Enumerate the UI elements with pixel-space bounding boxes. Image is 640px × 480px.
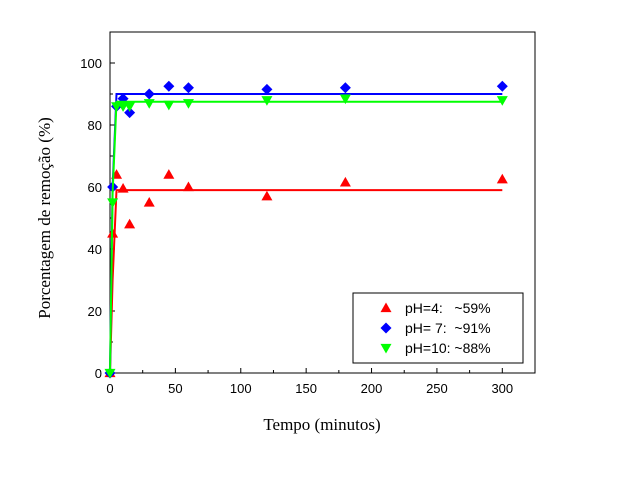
data-point xyxy=(496,96,508,106)
data-point xyxy=(117,183,129,193)
data-point xyxy=(124,102,136,112)
data-point xyxy=(496,80,508,92)
x-tick-label: 200 xyxy=(361,381,383,396)
data-point xyxy=(261,190,273,201)
legend: pH=4: ~59% pH= 7: ~91% pH=10: ~88% xyxy=(352,292,524,364)
data-point xyxy=(182,99,194,109)
data-point xyxy=(107,198,119,208)
y-tick-label: 40 xyxy=(88,242,102,257)
y-tick-label: 60 xyxy=(88,180,102,195)
data-point xyxy=(163,80,175,92)
x-tick-label: 300 xyxy=(491,381,513,396)
legend-label: pH=10: ~88% xyxy=(405,340,491,356)
series-fit-line xyxy=(109,100,503,374)
legend-label: pH= 7: ~91% xyxy=(405,320,491,336)
y-tick-label: 100 xyxy=(80,56,102,71)
series-2 xyxy=(104,94,508,379)
data-point xyxy=(339,176,351,187)
legend-marker xyxy=(380,322,392,334)
x-tick-label: 0 xyxy=(106,381,113,396)
y-axis-title: Porcentagem de remoção (%) xyxy=(35,117,54,319)
data-point xyxy=(163,100,175,111)
data-point xyxy=(124,107,136,119)
data-point xyxy=(261,96,273,106)
y-tick-label: 80 xyxy=(88,118,102,133)
legend-marker xyxy=(380,343,392,354)
data-point xyxy=(339,82,351,94)
x-axis-title: Tempo (minutos) xyxy=(263,415,380,434)
data-point xyxy=(104,368,116,379)
data-point xyxy=(124,218,136,229)
x-tick-label: 150 xyxy=(295,381,317,396)
series-0 xyxy=(104,169,508,378)
x-tick-label: 250 xyxy=(426,381,448,396)
legend-marker xyxy=(380,302,392,313)
data-point xyxy=(261,83,273,95)
data-point xyxy=(496,173,508,184)
x-axis: 0 50 100 150 200 250 300 xyxy=(106,368,513,396)
y-axis: 0 20 40 60 80 100 xyxy=(80,56,115,381)
data-point xyxy=(143,197,155,207)
y-tick-label: 0 xyxy=(95,366,102,381)
data-point xyxy=(163,169,175,179)
x-tick-label: 50 xyxy=(168,381,182,396)
legend-label: pH=4: ~59% xyxy=(405,300,491,316)
data-point xyxy=(339,94,351,105)
series-layer xyxy=(104,80,508,379)
data-point xyxy=(143,88,155,100)
data-point xyxy=(182,82,194,94)
y-tick-label: 20 xyxy=(88,304,102,319)
x-tick-label: 100 xyxy=(230,381,252,396)
data-point xyxy=(143,99,155,109)
data-point xyxy=(182,181,194,192)
